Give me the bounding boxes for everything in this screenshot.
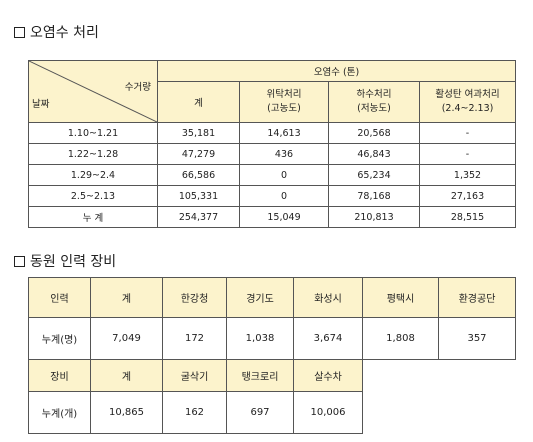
- table-cell: 장비: [28, 359, 91, 392]
- equipment-data-row: 누계(개) 10,865 162 697 10,006: [28, 391, 516, 434]
- table-cell: 15,049: [239, 206, 329, 228]
- diagonal-line: [29, 61, 157, 122]
- table-cell: 65,234: [328, 164, 420, 186]
- table-cell: 10,006: [293, 391, 363, 434]
- table-cell: 47,279: [157, 143, 240, 165]
- personnel-header-row: 인력 계 한강청 경기도 화성시 평택시 환경공단: [28, 277, 516, 318]
- table-cell: 20,568: [328, 122, 420, 144]
- col-header-consign: 위탁처리 (고농도): [239, 81, 329, 123]
- corner-bottom-label: 날짜: [32, 99, 50, 110]
- personnel-data-row: 누계(명) 7,049 172 1,038 3,674 1,808 357: [28, 317, 516, 360]
- table-cell: 105,331: [157, 185, 240, 207]
- section-title: 동원 인력 장비: [30, 254, 117, 270]
- table-cell: 28,515: [418, 206, 517, 228]
- table-cell: -: [418, 122, 517, 144]
- header-line: 위탁처리: [266, 89, 302, 100]
- table-cell: 화성시: [293, 277, 363, 318]
- table-cell: 굴삭기: [162, 359, 227, 392]
- col-header-carbon: 활성탄 여과처리 (2.4~2.13): [418, 81, 517, 123]
- section-title: 오염수 처리: [30, 25, 99, 41]
- table-cell: 누계(명): [28, 317, 91, 360]
- table-cell: 1.29~2.4: [28, 164, 158, 186]
- table-cell: 46,843: [328, 143, 420, 165]
- equipment-header-row: 장비 계 굴삭기 탱크로리 살수차: [28, 359, 516, 434]
- table-cell: 10,865: [90, 391, 163, 434]
- table-cell: 66,586: [157, 164, 240, 186]
- table-cell: 210,813: [328, 206, 420, 228]
- table-cell: 환경공단: [438, 277, 516, 318]
- table-cell: 1.10~1.21: [28, 122, 158, 144]
- table-cell: 살수차: [293, 359, 363, 392]
- table-cell: 계: [90, 359, 163, 392]
- table-row: 2.5~2.13 105,331 0 78,168 27,163: [28, 185, 517, 207]
- header-line: 하수처리: [356, 89, 392, 100]
- table-cell: 1,352: [418, 164, 517, 186]
- header-line: (2.4~2.13): [441, 103, 494, 114]
- mobilization-table: 인력 계 한강청 경기도 화성시 평택시 환경공단 누계(명) 7,049 17…: [28, 277, 516, 434]
- header-line: 활성탄 여과처리: [435, 89, 500, 100]
- table-cell: 254,377: [157, 206, 240, 228]
- table-cell: 누계(개): [28, 391, 91, 434]
- table-row-cumulative: 누 계 254,377 15,049 210,813 28,515: [28, 206, 517, 228]
- table-cell: 78,168: [328, 185, 420, 207]
- table-cell: 0: [239, 185, 329, 207]
- table-cell: 경기도: [226, 277, 294, 318]
- table-cell: 탱크로리: [226, 359, 294, 392]
- table-cell: 인력: [28, 277, 91, 318]
- group-header: 오염수 (톤): [156, 60, 517, 82]
- section-heading-mobilization: 동원 인력 장비: [14, 251, 116, 271]
- header-line: (고농도): [267, 103, 301, 114]
- corner-top-label: 수거량: [124, 82, 151, 93]
- table-row: 1.22~1.28 47,279 436 46,843 -: [28, 143, 517, 165]
- table-cell: 2.5~2.13: [28, 185, 158, 207]
- table-cell: 평택시: [362, 277, 439, 318]
- table-row: 1.10~1.21 35,181 14,613 20,568 -: [28, 122, 517, 144]
- table-cell: 7,049: [90, 317, 163, 360]
- wastewater-table: 수거량 날짜 오염수 (톤) 계 위탁처리 (고농도) 하수처리 (저농도) 활성탄…: [28, 60, 517, 228]
- table-cell: 계: [90, 277, 163, 318]
- table-cell: 14,613: [239, 122, 329, 144]
- table-cell: 1.22~1.28: [28, 143, 158, 165]
- checkbox-square-icon: [14, 255, 25, 267]
- col-header-sewage: 하수처리 (저농도): [328, 81, 420, 123]
- table-cell: 357: [438, 317, 516, 360]
- table-cell: 162: [162, 391, 227, 434]
- table-cell: 1,808: [362, 317, 439, 360]
- table-cell: 3,674: [293, 317, 363, 360]
- header-line: (저농도): [357, 103, 391, 114]
- col-header-total: 계: [157, 81, 240, 123]
- table-cell: 697: [226, 391, 294, 434]
- table-cell: 누 계: [28, 206, 158, 228]
- table-cell: 0: [239, 164, 329, 186]
- section-heading-wastewater: 오염수 처리: [14, 22, 99, 42]
- table-cell: 27,163: [418, 185, 517, 207]
- table-cell: 436: [239, 143, 329, 165]
- corner-header-cell: 수거량 날짜: [28, 60, 158, 123]
- table-cell: 1,038: [226, 317, 294, 360]
- checkbox-square-icon: [14, 26, 25, 38]
- table-cell: -: [418, 143, 517, 165]
- empty-area: [362, 359, 516, 434]
- table-cell: 35,181: [157, 122, 240, 144]
- table-row: 1.29~2.4 66,586 0 65,234 1,352: [28, 164, 517, 186]
- table-cell: 한강청: [162, 277, 227, 318]
- table-cell: 172: [162, 317, 227, 360]
